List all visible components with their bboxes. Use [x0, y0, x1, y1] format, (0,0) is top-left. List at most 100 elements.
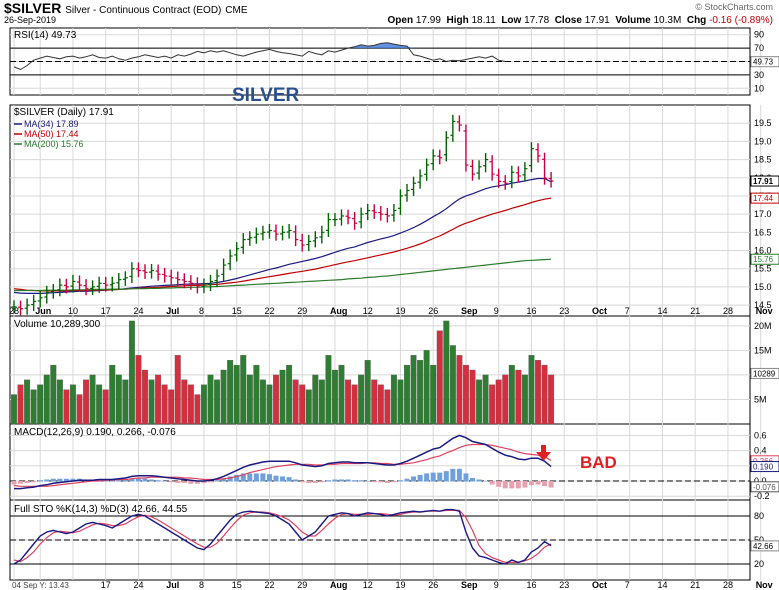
volume-bar: [259, 379, 266, 425]
macd-histogram-bar: [293, 479, 299, 482]
ma-legend-label-0: MA(34) 17.89: [24, 119, 79, 129]
x-tick-label: Jun: [35, 306, 51, 316]
macd-histogram-bar: [31, 481, 37, 483]
bottom-x-tick-label: 9: [494, 580, 499, 590]
volume-bar: [331, 369, 338, 425]
ma-legend-label-1: MA(50) 17.44: [24, 129, 79, 139]
macd-value-label-1: 0.190: [753, 463, 774, 472]
vol-tick-label: 20M: [754, 321, 772, 331]
description: Silver - Continuous Contract (EOD): [65, 5, 222, 16]
x-tick-label: 8: [199, 306, 204, 316]
macd-title: MACD(12,26,9) 0.190, 0.266, -0.076: [14, 427, 176, 438]
price-tick-label: 18.5: [754, 155, 772, 165]
volume-bar: [443, 320, 450, 425]
volume-bar: [194, 394, 201, 425]
volume-bar: [122, 379, 129, 425]
macd-histogram-bar: [188, 481, 194, 484]
macd-histogram-bar: [129, 478, 135, 482]
macd-histogram-bar: [443, 471, 449, 482]
macd-histogram-bar: [247, 473, 253, 482]
macd-histogram-bar: [122, 479, 128, 482]
volume-title: Volume 10,289,300: [14, 319, 101, 330]
macd-histogram-bar: [149, 479, 155, 482]
exchange: CME: [225, 5, 248, 16]
volume-bar: [508, 364, 515, 425]
sto-value-label: 42.66: [753, 542, 774, 551]
volume-bar: [102, 389, 109, 425]
bottom-x-tick-label: Sep: [461, 580, 478, 590]
volume-value-box: [750, 367, 779, 379]
copyright: © StockCharts.com: [695, 2, 773, 12]
macd-histogram-bar: [175, 481, 181, 484]
footer-note: 04 Sep Y: 13.43: [12, 581, 69, 590]
macd-histogram-bar: [522, 481, 528, 488]
price-value-box-1: [750, 192, 779, 204]
volume-bar: [430, 364, 437, 425]
x-tick-label: 24: [133, 306, 143, 316]
price-value-label-2: 15.76: [753, 255, 774, 264]
x-tick-label: 28: [723, 306, 733, 316]
volume-bar: [390, 374, 397, 425]
volume-bar: [482, 374, 489, 425]
macd-histogram-bar: [63, 478, 69, 482]
volume-bar: [24, 379, 31, 425]
volume-label: Volume: [615, 15, 651, 26]
macd-histogram-bar: [240, 473, 246, 482]
volume-bar: [115, 374, 122, 425]
volume-bar: [56, 379, 63, 425]
header-symbol: $SILVER Silver - Continuous Contract (EO…: [4, 0, 248, 16]
bottom-x-tick-label: 21: [690, 580, 700, 590]
macd-histogram-bar: [325, 480, 331, 482]
x-tick-label: 15: [232, 306, 242, 316]
macd-histogram-bar: [424, 473, 430, 482]
volume-bar: [50, 364, 57, 425]
rsi-tick-label: 30: [754, 70, 764, 80]
volume-bar: [535, 360, 541, 425]
macd-histogram-bar: [463, 473, 469, 482]
price-tick-label: 19.0: [754, 136, 772, 146]
x-tick-label: Jul: [166, 306, 179, 316]
down-arrow-icon: [536, 452, 551, 461]
volume-bar: [109, 364, 116, 425]
macd-histogram-bar: [280, 476, 286, 482]
macd-histogram-bar: [345, 479, 351, 482]
macd-histogram-bar: [57, 478, 63, 482]
macd-histogram-bar: [358, 480, 364, 482]
macd-histogram-bar: [397, 480, 403, 482]
bottom-x-tick-label: 19: [395, 580, 405, 590]
volume-bar: [17, 384, 24, 425]
volume-bar: [142, 369, 148, 425]
x-tick-label: 17: [101, 306, 111, 316]
volume-bar: [404, 364, 410, 425]
macd-histogram-bar: [306, 481, 312, 484]
volume-bar: [30, 389, 37, 425]
macd-histogram-bar: [509, 481, 515, 489]
bottom-x-tick-label: 28: [723, 580, 733, 590]
macd-histogram-bar: [371, 481, 377, 483]
down-arrow-shaft: [541, 445, 546, 452]
volume-bar: [305, 389, 312, 425]
macd-histogram-bar: [542, 481, 548, 487]
volume-bar: [292, 379, 299, 425]
volume-bar: [286, 364, 293, 425]
x-tick-label: 16: [526, 306, 536, 316]
macd-histogram-bar: [155, 480, 161, 482]
macd-histogram-bar: [168, 481, 174, 483]
macd-tick-label: 0.4: [754, 446, 767, 456]
bottom-x-tick-label: Nov: [756, 580, 773, 590]
high-label: High: [446, 15, 469, 26]
price-tick-label: 17.0: [754, 209, 772, 219]
volume-bar: [70, 384, 76, 425]
macd-histogram-bar: [299, 481, 305, 483]
volume-bar: [89, 374, 96, 425]
bottom-x-tick-label: 14: [657, 580, 667, 590]
macd-signal-line: [13, 443, 552, 487]
x-tick-label: 7: [625, 306, 630, 316]
bottom-x-tick-label: 16: [526, 580, 536, 590]
macd-histogram-bar: [286, 477, 292, 482]
volume-bar: [423, 350, 430, 425]
bottom-x-tick-label: 8: [199, 580, 204, 590]
volume-bar: [449, 345, 456, 425]
volume-bar: [37, 384, 44, 425]
price-value-label-0: 17.91: [753, 177, 774, 186]
